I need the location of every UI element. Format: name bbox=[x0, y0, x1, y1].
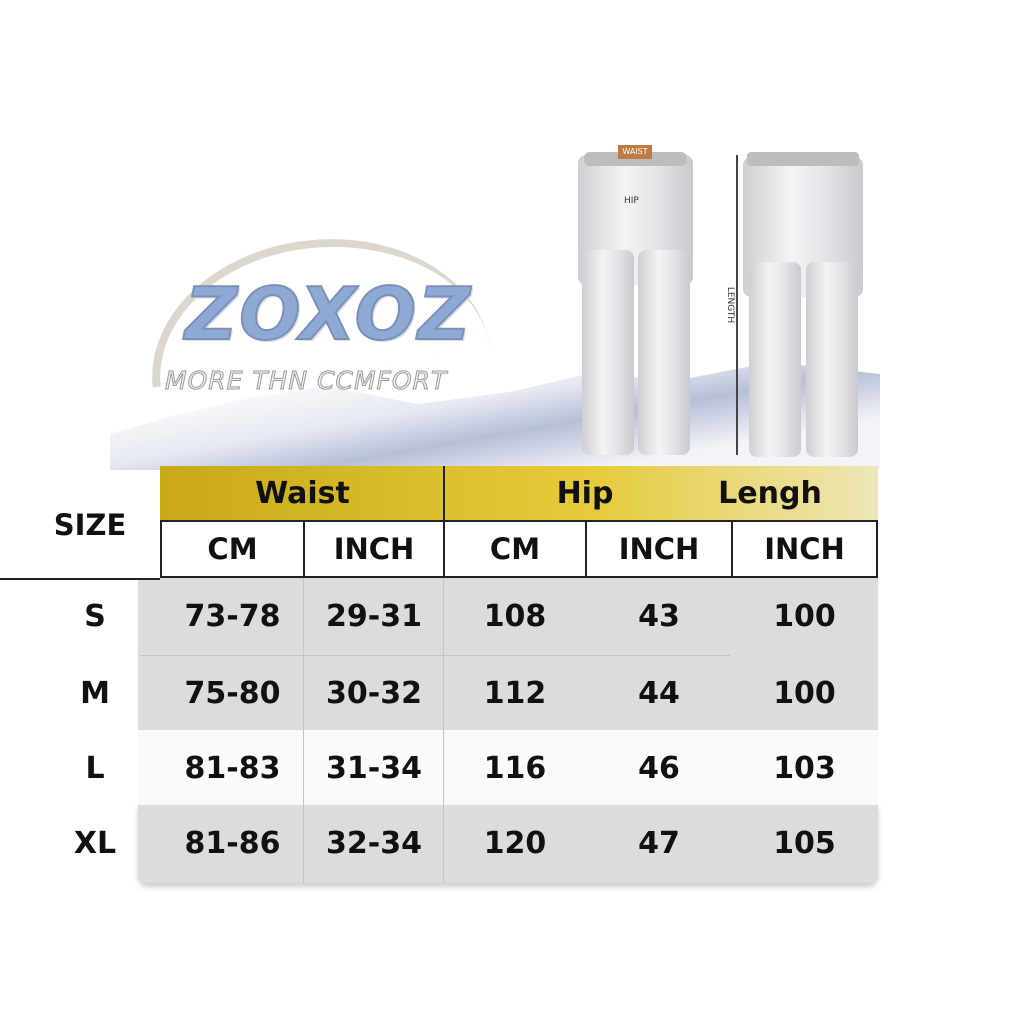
table-cell: 81-83 bbox=[184, 750, 281, 786]
brand-tagline: MORE THN CCMFORT bbox=[164, 366, 448, 396]
header-band bbox=[160, 466, 878, 520]
table-cell: 30-32 bbox=[326, 675, 422, 711]
table-cell: 47 bbox=[638, 825, 680, 861]
hip-label: HIP bbox=[624, 196, 639, 206]
subheader-inch: INCH bbox=[585, 520, 733, 578]
table-cell: 32-34 bbox=[326, 825, 422, 861]
table-cell: 44 bbox=[638, 675, 680, 711]
subheader-cm: CM bbox=[443, 520, 587, 578]
table-cell: 116 bbox=[483, 750, 547, 786]
subheader-inch: INCH bbox=[303, 520, 445, 578]
pants-back-image bbox=[743, 152, 863, 462]
table-cell: 31-34 bbox=[326, 750, 422, 786]
table-cell: 100 bbox=[773, 675, 836, 711]
size-label: L bbox=[85, 750, 105, 786]
table-cell: 103 bbox=[773, 750, 836, 786]
table-cell: 100 bbox=[773, 598, 836, 634]
waist-label: WAIST bbox=[618, 145, 652, 159]
header-hip: Hip bbox=[556, 475, 614, 511]
header-waist: Waist bbox=[255, 475, 350, 511]
table-cell: 81-86 bbox=[184, 825, 281, 861]
size-label: S bbox=[84, 598, 106, 634]
pants-front-image: WAIST HIP bbox=[578, 145, 693, 460]
subheader-inch: INCH bbox=[731, 520, 878, 578]
table-cell: 43 bbox=[638, 598, 680, 634]
table-cell: 46 bbox=[638, 750, 680, 786]
table-cell: 105 bbox=[773, 825, 836, 861]
table-cell: 29-31 bbox=[326, 598, 422, 634]
table-cell: 112 bbox=[483, 675, 547, 711]
table-cell: 75-80 bbox=[184, 675, 281, 711]
size-label: XL bbox=[73, 825, 117, 861]
header-size: SIZE bbox=[53, 508, 127, 542]
table-cell: 73-78 bbox=[184, 598, 281, 634]
length-line bbox=[736, 155, 738, 455]
subheader-cm: CM bbox=[160, 520, 305, 578]
header-length: Lengh bbox=[718, 475, 822, 511]
table-cell: 120 bbox=[483, 825, 547, 861]
brand-logo: ZOXOZ bbox=[184, 271, 473, 357]
table-cell: 108 bbox=[483, 598, 547, 634]
size-label: M bbox=[80, 675, 110, 711]
